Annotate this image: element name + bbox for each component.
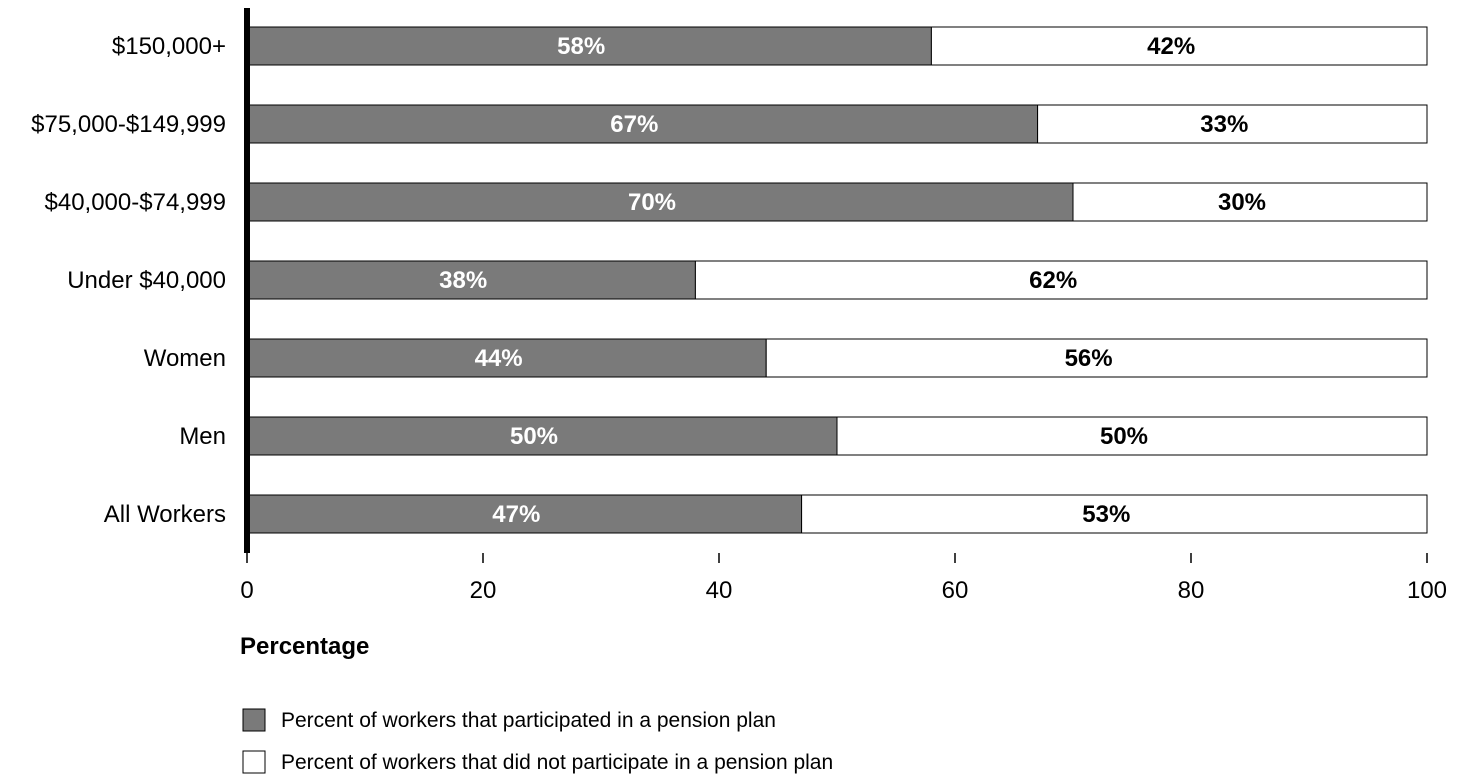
legend-label-not-participated: Percent of workers that did not particip…: [281, 751, 833, 774]
category-label: Under $40,000: [67, 267, 226, 294]
bar-segment: [246, 104, 1039, 144]
data-label: 42%: [1147, 33, 1195, 60]
x-tick-label: 100: [1407, 577, 1447, 604]
bar-segment: [246, 494, 803, 534]
bar-segment: [246, 182, 1074, 222]
data-label: 33%: [1200, 111, 1248, 138]
data-label: 56%: [1065, 345, 1113, 372]
data-label: 44%: [475, 345, 523, 372]
bar-segment: [1072, 182, 1428, 222]
data-label: 67%: [610, 111, 658, 138]
bar-segment: [694, 260, 1428, 300]
x-tick-label: 80: [1178, 577, 1205, 604]
data-label: 38%: [439, 267, 487, 294]
x-tick-label: 40: [706, 577, 733, 604]
legend-swatch-participated: [242, 708, 266, 732]
data-label: 30%: [1218, 189, 1266, 216]
category-label: $40,000-$74,999: [45, 189, 227, 216]
bars-group: 58% 42% 67% 33% 70% 30% 38% 62% 44% 56% 50% 50% 47% 5…: [246, 26, 1428, 534]
category-label: All Workers: [104, 501, 226, 528]
bar-segment: [765, 338, 1428, 378]
x-axis-title: Percentage: [240, 633, 369, 660]
legend-swatch-not-participated: [242, 750, 266, 774]
data-label: 62%: [1029, 267, 1077, 294]
bar-segment: [930, 26, 1428, 66]
legend: Percent of workers that participated in …: [242, 708, 833, 774]
data-label: 53%: [1082, 501, 1130, 528]
x-axis: 0 20 40 60 80 100: [240, 553, 1447, 604]
category-label: Women: [144, 345, 226, 372]
bar-segment: [836, 416, 1428, 456]
data-label: 50%: [510, 423, 558, 450]
category-labels: $150,000+ $75,000-$149,999 $40,000-$74,999…: [31, 33, 226, 528]
category-label: $75,000-$149,999: [31, 111, 226, 138]
bar-segment: [246, 260, 696, 300]
bar-segment: [1037, 104, 1428, 144]
category-label: Men: [179, 423, 226, 450]
bar-segment: [246, 26, 932, 66]
legend-label-participated: Percent of workers that participated in …: [281, 709, 776, 732]
x-tick-label: 20: [470, 577, 497, 604]
data-label: 50%: [1100, 423, 1148, 450]
data-label: 70%: [628, 189, 676, 216]
data-label: 58%: [557, 33, 605, 60]
data-label: 47%: [492, 501, 540, 528]
bar-segment: [801, 494, 1428, 534]
x-tick-label: 60: [942, 577, 969, 604]
x-tick-label: 0: [240, 577, 253, 604]
category-label: $150,000+: [112, 33, 226, 60]
